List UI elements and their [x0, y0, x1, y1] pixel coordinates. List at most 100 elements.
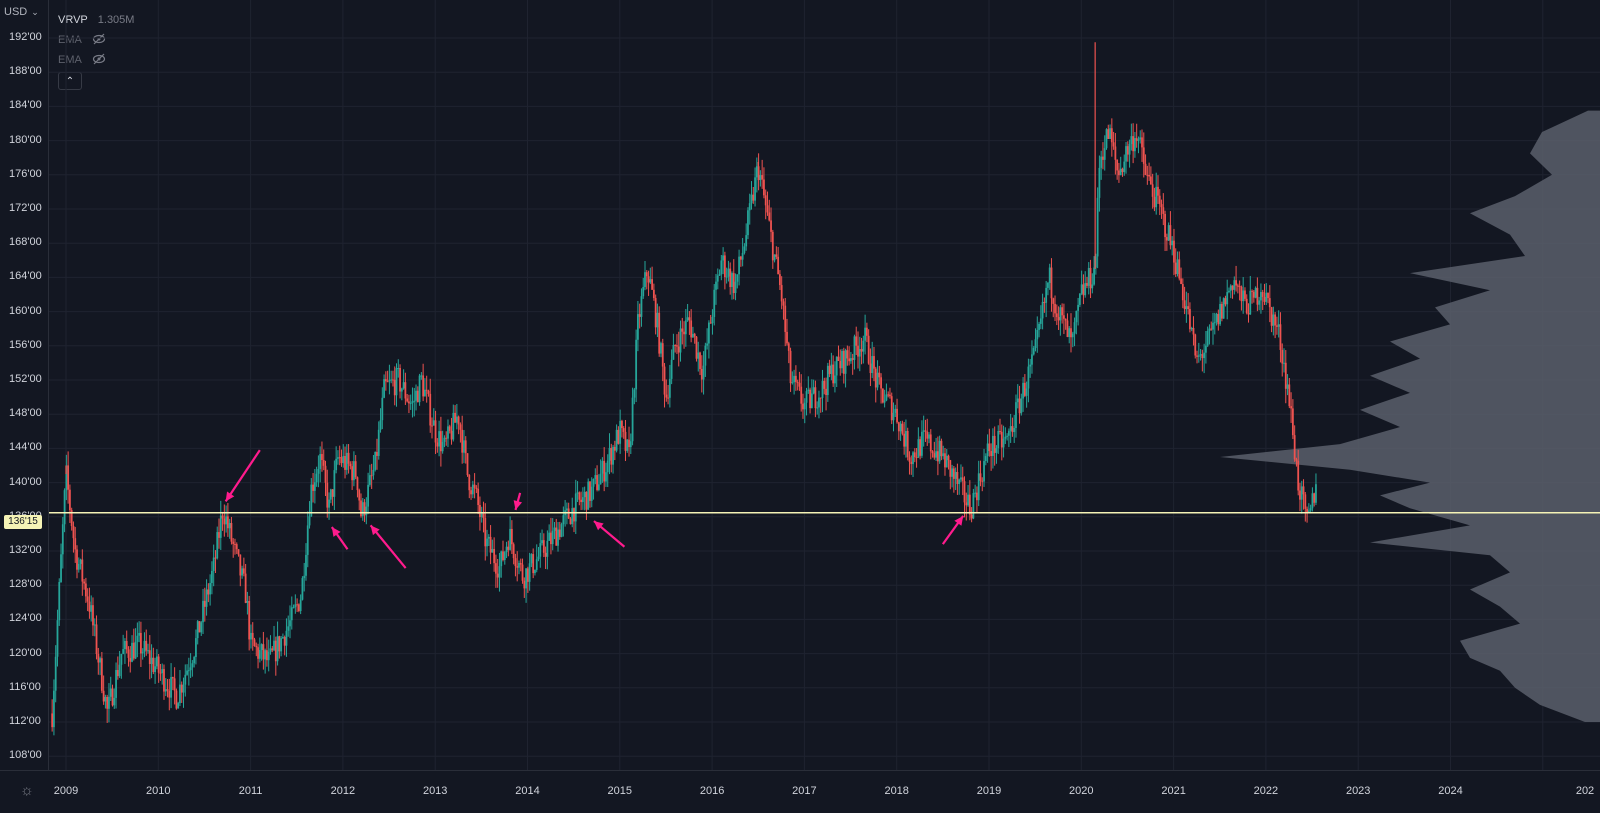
candle-body: [913, 452, 916, 458]
time-axis[interactable]: ☼ 2009 2010 2011 2012 2013 2014 2015 2016 2017 20…: [0, 770, 1600, 813]
candle-body: [100, 658, 103, 691]
candle-body: [244, 573, 247, 603]
candle-body: [541, 540, 543, 544]
gear-icon[interactable]: ☼: [20, 782, 34, 799]
candle-body: [248, 601, 251, 640]
candle-body: [754, 177, 756, 201]
candle-body: [228, 523, 231, 529]
candle-body: [1297, 460, 1300, 491]
candle-body: [716, 275, 719, 282]
candle-body: [63, 490, 66, 525]
candle-body: [608, 447, 611, 461]
candle-body: [262, 644, 265, 660]
candle-body: [338, 457, 341, 459]
candle-body: [1165, 237, 1168, 241]
candle-body: [525, 568, 527, 589]
candle-body: [393, 379, 396, 396]
candle-body: [1212, 322, 1214, 330]
price-axis[interactable]: USD ⌄ 192'00 188'00 184'00 180'00 176'00 172'0…: [0, 0, 49, 770]
candle-body: [1094, 256, 1097, 268]
time-tick-label: 2013: [422, 785, 448, 797]
candle-body: [418, 375, 421, 403]
candle-body: [331, 489, 334, 497]
candle-body: [1063, 315, 1065, 319]
candle-body: [828, 365, 831, 374]
candle-body: [102, 690, 105, 702]
candle-body: [157, 656, 160, 673]
candle-body: [361, 502, 364, 517]
candle-body: [255, 645, 258, 648]
candle-body: [1210, 328, 1213, 330]
candle-body: [1141, 137, 1143, 148]
candle-body: [1180, 278, 1182, 284]
candle-body: [581, 497, 584, 503]
candle-body: [1178, 259, 1181, 279]
candle-body: [141, 651, 144, 654]
candle-body: [1073, 322, 1076, 334]
candle-body: [606, 460, 609, 473]
candle-body: [695, 336, 698, 359]
candle-body: [979, 473, 982, 481]
candle-body: [1022, 382, 1024, 399]
candle-body: [1302, 486, 1305, 495]
candle-body: [535, 559, 538, 570]
candle-body: [665, 394, 668, 398]
candle-body: [1295, 459, 1298, 461]
candle-body: [654, 298, 657, 328]
candle-body: [518, 562, 520, 568]
price-chart[interactable]: [49, 0, 1600, 770]
candle-body: [1162, 207, 1165, 214]
candle-body: [1281, 349, 1284, 364]
candle-body: [125, 641, 128, 650]
candle-body: [1203, 352, 1206, 359]
candle-body: [420, 375, 423, 377]
eye-slash-icon[interactable]: [92, 53, 106, 68]
candle-body: [720, 260, 723, 275]
candle-body: [580, 499, 583, 503]
candle-body: [1148, 174, 1151, 177]
candle-body: [732, 273, 735, 294]
candle-body: [919, 439, 922, 456]
legend-ema-2[interactable]: EMA: [58, 50, 134, 70]
candle-body: [388, 379, 391, 382]
candle-body: [635, 339, 638, 390]
candle-body: [241, 568, 243, 576]
candle-body: [573, 508, 575, 522]
ema-1-name: EMA: [58, 34, 82, 46]
price-tick-label: 124'00: [9, 612, 42, 625]
candle-body: [956, 472, 959, 484]
candle-body: [60, 554, 62, 583]
candle-body: [171, 677, 174, 679]
time-tick-label: 2021: [1161, 785, 1186, 797]
candle-body: [221, 515, 224, 519]
candle-body: [929, 434, 932, 452]
candle-body: [1233, 280, 1236, 290]
candle-body: [1066, 320, 1069, 337]
candle-body: [668, 378, 671, 398]
candle-body: [599, 473, 602, 485]
candle-body: [179, 684, 181, 704]
candle-body: [1027, 366, 1030, 389]
legend-vrvp[interactable]: VRVP 1.305M: [58, 10, 134, 30]
candle-body: [1228, 290, 1230, 293]
candle-body: [448, 426, 451, 431]
candle-body: [1306, 508, 1308, 512]
candle-body: [697, 352, 700, 359]
candle-body: [443, 437, 446, 442]
candle-body: [1293, 435, 1296, 460]
candle-body: [1082, 284, 1085, 296]
time-tick-label: 202: [1575, 785, 1595, 797]
candle-body: [326, 482, 329, 508]
candle-body: [789, 350, 792, 384]
candle-body: [896, 408, 898, 423]
candle-body: [251, 632, 254, 640]
candle-body: [983, 461, 985, 482]
candle-body: [56, 620, 59, 657]
currency-selector[interactable]: USD ⌄: [4, 6, 39, 18]
candle-body: [470, 490, 472, 495]
candle-body: [704, 345, 707, 366]
candle-body: [1240, 286, 1243, 302]
candle-body: [1311, 493, 1314, 509]
candle-body: [583, 491, 586, 498]
candle-body: [1002, 438, 1005, 448]
